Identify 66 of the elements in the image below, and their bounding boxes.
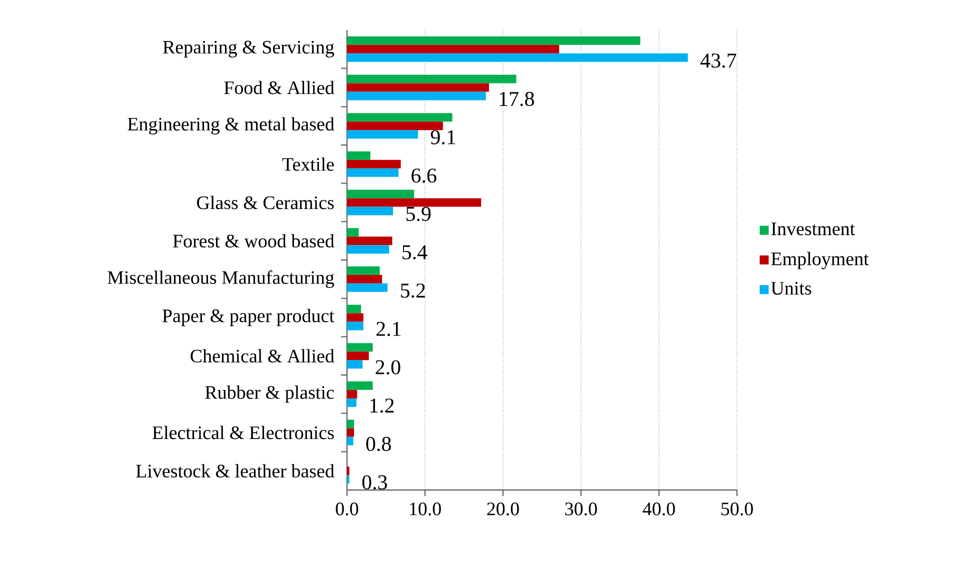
y-tick-label: Paper & paper product — [162, 308, 334, 326]
bar — [347, 236, 392, 246]
bar — [347, 343, 373, 352]
bar — [347, 168, 398, 177]
y-tick-label: Electrical & Electronics — [152, 426, 334, 440]
bar — [347, 313, 364, 322]
bar — [347, 74, 516, 84]
bar — [347, 390, 358, 398]
legend-label: Employment — [771, 252, 869, 270]
y-tick-label: Food & Allied — [224, 80, 334, 94]
bar — [347, 322, 364, 330]
data-label: 5.4 — [402, 245, 428, 260]
data-label: 43.7 — [700, 54, 736, 68]
bar — [347, 381, 373, 390]
data-label: 5.9 — [406, 206, 431, 222]
y-tick-label: Rubber & plastic — [205, 386, 334, 403]
y-tick-label: Repairing & Servicing — [162, 40, 334, 58]
data-label: 17.8 — [500, 92, 534, 106]
y-tick-label: Glass & Ceramics — [197, 196, 334, 210]
y-tick-label: Engineering & metal based — [128, 117, 334, 134]
data-label: 9.1 — [430, 130, 456, 144]
bar — [347, 92, 486, 100]
data-label: 1.2 — [370, 398, 394, 413]
data-label: 5.2 — [400, 284, 425, 298]
bar — [347, 160, 401, 168]
y-tick-label: Chemical & Allied — [190, 349, 334, 363]
bar — [347, 245, 390, 254]
legend-label: Units — [771, 282, 812, 295]
bar — [347, 304, 362, 314]
bar — [347, 113, 452, 122]
legend-label: Investment — [771, 222, 856, 236]
bar — [347, 130, 418, 139]
x-tick-label: 40.0 — [642, 502, 675, 516]
x-tick-label: 50.0 — [721, 502, 753, 516]
bar — [347, 283, 388, 292]
y-tick-label: Livestock & leather based — [136, 464, 334, 478]
y-tick-label: Textile — [282, 157, 334, 171]
data-label: 2.0 — [376, 360, 400, 374]
bar — [347, 398, 356, 407]
bar — [347, 36, 640, 45]
bar — [347, 53, 688, 62]
bar — [347, 151, 370, 160]
data-label: 0.8 — [366, 436, 391, 452]
bar — [347, 266, 380, 275]
bar — [347, 198, 482, 207]
data-label: 0.3 — [362, 475, 387, 490]
bar — [347, 122, 443, 130]
bar — [347, 83, 489, 92]
x-tick-label: 10.0 — [410, 502, 441, 516]
x-tick-label: 30.0 — [565, 502, 597, 516]
bar — [347, 228, 359, 237]
bar — [347, 206, 394, 216]
data-label: 2.1 — [376, 322, 401, 336]
y-tick-label: Forest & wood based — [173, 234, 334, 248]
bar — [347, 44, 560, 54]
bar — [347, 352, 369, 360]
y-tick-label: Miscellaneous Manufacturing — [108, 270, 334, 288]
bar — [347, 274, 382, 284]
bar — [347, 428, 354, 437]
bar — [347, 190, 414, 198]
bar — [347, 420, 354, 428]
data-label: 6.6 — [412, 168, 436, 183]
x-tick-label: 20.0 — [487, 502, 519, 516]
bar — [347, 436, 354, 446]
bar — [347, 360, 363, 369]
x-tick-label: 0.0 — [336, 502, 358, 516]
